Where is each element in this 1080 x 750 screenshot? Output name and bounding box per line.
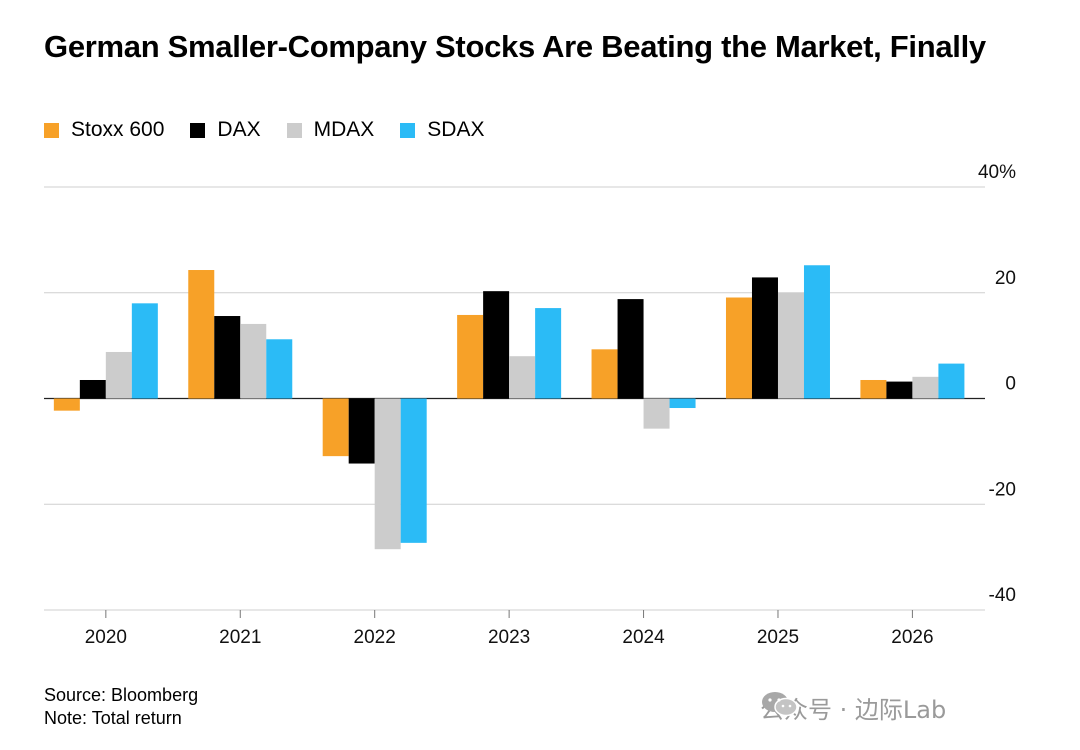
x-tick-label: 2023 [488, 627, 530, 648]
watermark: 公众号 · 边际Lab [760, 690, 946, 725]
bar-stoxx600-2025 [725, 297, 752, 399]
y-tick-label: 0 [1005, 374, 1016, 395]
y-tick-label: -20 [989, 479, 1016, 500]
legend-item-stoxx600: Stoxx 600 [44, 118, 164, 142]
x-tick-label: 2024 [622, 627, 665, 648]
bar-stoxx600-2020 [53, 398, 80, 411]
legend-swatch-mdax [286, 122, 302, 138]
legend-item-mdax: MDAX [286, 118, 375, 142]
bar-stoxx600-2022 [322, 398, 349, 457]
x-tick-label: 2021 [219, 627, 261, 648]
bar-dax-2022 [348, 398, 375, 464]
bar-dax-2021 [214, 316, 241, 399]
bar-stoxx600-2026 [860, 379, 887, 399]
legend-label-dax: DAX [217, 118, 261, 141]
bar-mdax-2022 [374, 398, 401, 550]
legend-swatch-stoxx600 [44, 122, 59, 138]
bar-sdax-2020 [131, 303, 158, 399]
bar-dax-2020 [79, 379, 106, 399]
legend: Stoxx 600 DAX MDAX SDAX [44, 117, 510, 143]
chart-footer: Source: Bloomberg Note: Total return [44, 684, 198, 730]
bar-mdax-2025 [777, 292, 804, 399]
bar-sdax-2025 [803, 265, 830, 399]
legend-item-sdax: SDAX [400, 118, 484, 142]
bar-sdax-2022 [400, 398, 427, 543]
bar-dax-2023 [483, 291, 510, 399]
chart-title: German Smaller-Company Stocks Are Beatin… [44, 29, 986, 64]
bar-mdax-2021 [240, 323, 267, 399]
legend-label-sdax: SDAX [427, 118, 485, 141]
bar-dax-2024 [617, 299, 644, 399]
bar-stoxx600-2024 [591, 349, 618, 399]
y-tick-label: -40 [989, 585, 1016, 606]
bar-stoxx600-2023 [457, 314, 484, 399]
bar-sdax-2026 [938, 363, 965, 399]
legend-item-dax: DAX [190, 118, 261, 142]
bar-sdax-2023 [535, 308, 562, 399]
bar-mdax-2020 [105, 351, 132, 399]
bar-mdax-2023 [509, 356, 536, 399]
y-tick-label: 20 [995, 268, 1016, 289]
total-return-note: Note: Total return [44, 708, 182, 728]
source-note: Source: Bloomberg [44, 685, 199, 705]
x-tick-label: 2020 [85, 627, 127, 648]
bar-dax-2026 [886, 381, 913, 399]
bar-mdax-2026 [912, 376, 939, 399]
bar-stoxx600-2021 [188, 270, 215, 399]
legend-label-mdax: MDAX [313, 118, 375, 141]
bar-sdax-2021 [266, 339, 293, 399]
legend-swatch-dax [190, 122, 206, 138]
bar-sdax-2024 [669, 398, 696, 409]
legend-swatch-sdax [400, 122, 416, 138]
x-tick-label: 2025 [757, 627, 799, 648]
bar-mdax-2024 [643, 398, 670, 429]
legend-label-stoxx600: Stoxx 600 [71, 118, 165, 141]
wechat-icon [762, 692, 798, 717]
y-tick-label: 40% [978, 162, 1016, 183]
bar-dax-2025 [751, 277, 778, 399]
x-tick-label: 2022 [354, 627, 396, 648]
x-tick-label: 2026 [891, 627, 933, 648]
